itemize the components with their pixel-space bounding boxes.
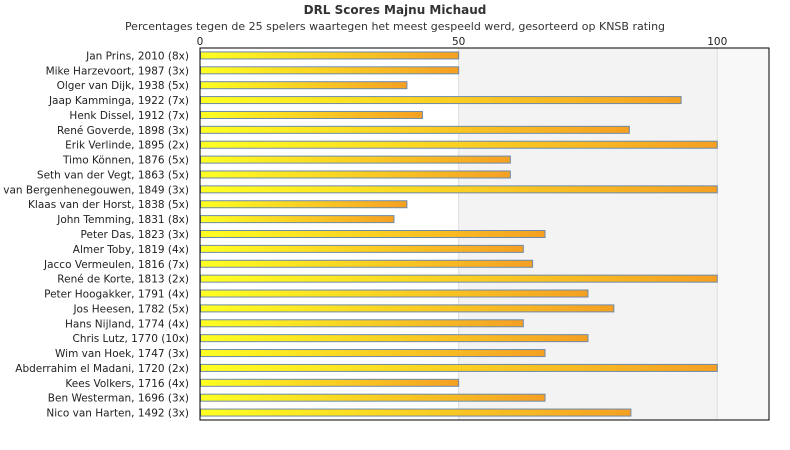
category-label: Jan Prins, 2010 (8x) bbox=[85, 50, 189, 62]
category-label: Jos Heesen, 1782 (5x) bbox=[72, 303, 189, 315]
bar bbox=[200, 274, 718, 283]
category-label: Henk Dissel, 1912 (7x) bbox=[69, 110, 189, 122]
bar bbox=[200, 408, 632, 417]
x-tick-label: 0 bbox=[197, 36, 204, 48]
bar bbox=[200, 96, 682, 105]
bar bbox=[200, 155, 511, 164]
category-label: Jaap Kamminga, 1922 (7x) bbox=[48, 95, 189, 107]
bar bbox=[200, 170, 511, 179]
category-label: Klaas van der Horst, 1838 (5x) bbox=[28, 199, 189, 211]
bars bbox=[200, 51, 718, 417]
x-tick-label: 50 bbox=[452, 36, 465, 48]
bar bbox=[200, 289, 589, 298]
bar bbox=[200, 185, 718, 194]
bar bbox=[200, 304, 615, 313]
bar bbox=[200, 140, 718, 149]
bar bbox=[200, 51, 460, 60]
category-label: Peter Das, 1823 (3x) bbox=[81, 229, 189, 241]
bar bbox=[200, 66, 460, 75]
bar bbox=[200, 319, 524, 328]
x-tick-label: 100 bbox=[707, 36, 727, 48]
plot-background bbox=[200, 48, 769, 420]
category-label: Ben Westerman, 1696 (3x) bbox=[48, 393, 189, 405]
bar bbox=[200, 378, 460, 387]
category-label: Hans Nijland, 1774 (4x) bbox=[65, 318, 189, 330]
category-label: Almer Toby, 1819 (4x) bbox=[73, 244, 189, 256]
category-label: Sander van Bergenhenegouwen, 1849 (3x) bbox=[0, 184, 189, 196]
category-label: Abderrahim el Madani, 1720 (2x) bbox=[15, 363, 189, 375]
category-label: Jacco Vermeulen, 1816 (7x) bbox=[43, 259, 189, 271]
category-label: Seth van der Vegt, 1863 (5x) bbox=[37, 169, 189, 181]
category-label: John Temming, 1831 (8x) bbox=[56, 214, 189, 226]
category-label: Wim van Hoek, 1747 (3x) bbox=[55, 348, 189, 360]
category-label: René de Korte, 1813 (2x) bbox=[57, 274, 189, 286]
category-labels: Jan Prins, 2010 (8x) Mike Harzevoort, 198… bbox=[0, 50, 189, 419]
bar bbox=[200, 215, 395, 224]
category-label: Kees Volkers, 1716 (4x) bbox=[65, 378, 189, 390]
category-label: Timo Können, 1876 (5x) bbox=[62, 155, 189, 167]
category-label: Nico van Harten, 1492 (3x) bbox=[46, 408, 189, 420]
category-label: Olger van Dijk, 1938 (5x) bbox=[57, 80, 189, 92]
bar bbox=[200, 200, 408, 209]
bar bbox=[200, 81, 408, 90]
category-label: Chris Lutz, 1770 (10x) bbox=[73, 333, 189, 345]
bar bbox=[200, 244, 524, 253]
bar bbox=[200, 230, 546, 238]
bar bbox=[200, 110, 423, 119]
chart-title: DRL Scores Majnu Michaud bbox=[303, 3, 487, 17]
bar bbox=[200, 125, 630, 134]
bar bbox=[200, 393, 546, 402]
chart-subtitle: Percentages tegen de 25 spelers waartege… bbox=[124, 20, 666, 33]
plot-frame bbox=[199, 47, 770, 421]
bar bbox=[200, 259, 534, 268]
plot-band bbox=[717, 48, 769, 420]
category-label: René Goverde, 1898 (3x) bbox=[57, 125, 189, 137]
category-label: Mike Harzevoort, 1987 (3x) bbox=[46, 65, 189, 77]
category-label: Peter Hoogakker, 1791 (4x) bbox=[44, 289, 189, 301]
bar bbox=[200, 349, 546, 358]
bar bbox=[200, 334, 589, 343]
category-label: Erik Verlinde, 1895 (2x) bbox=[65, 140, 189, 152]
bar bbox=[200, 363, 718, 372]
x-axis-ticks: 0 50 100 bbox=[197, 36, 728, 48]
